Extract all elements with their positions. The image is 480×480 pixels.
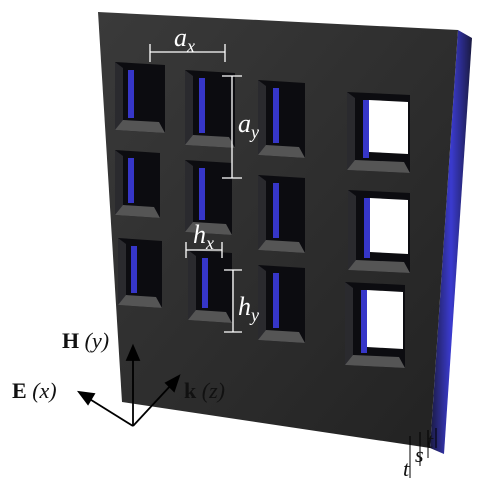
hole-wall xyxy=(185,160,193,232)
k-axis-label: k (z) xyxy=(184,378,225,403)
hole-wall xyxy=(345,282,353,365)
hole-wall xyxy=(348,190,356,270)
hole-wall xyxy=(188,250,196,320)
vector: H xyxy=(62,328,79,353)
blue-layer xyxy=(128,158,134,203)
blue-layer xyxy=(273,88,279,143)
blue-layer xyxy=(364,198,370,258)
blue-layer xyxy=(199,78,205,133)
blue-layer xyxy=(131,246,137,293)
hole-opening xyxy=(370,198,408,254)
hole-opening xyxy=(367,290,403,349)
vector: E xyxy=(12,378,27,403)
hole-wall xyxy=(258,80,266,155)
blue-layer xyxy=(273,183,279,238)
subscript: x xyxy=(186,36,195,56)
component: (x) xyxy=(32,378,56,403)
component: (y) xyxy=(85,328,109,353)
blue-layer xyxy=(202,258,208,308)
hole-wall xyxy=(115,150,123,215)
h-axis-label: H (y) xyxy=(62,328,109,353)
blue-layer xyxy=(199,168,205,220)
subscript: x xyxy=(205,233,214,253)
blue-layer xyxy=(363,100,369,158)
layer-label: t xyxy=(403,456,410,480)
arrow-head xyxy=(79,392,94,404)
blue-layer xyxy=(128,70,134,118)
blue-layer xyxy=(273,273,279,328)
vector: k xyxy=(184,378,197,403)
symbol: a xyxy=(238,109,251,138)
hole-wall xyxy=(185,70,193,145)
symbol: h xyxy=(238,292,251,321)
hole-wall xyxy=(258,265,266,340)
subscript: y xyxy=(249,122,259,142)
hole-opening xyxy=(369,100,408,154)
hole-wall xyxy=(118,238,126,305)
symbol: h xyxy=(193,220,206,249)
hole-wall xyxy=(115,62,123,130)
layer-label: t xyxy=(427,428,434,453)
diagram: ax ay hx hy H (y) E (x) k (z) t s t xyxy=(0,0,480,480)
blue-layer xyxy=(361,290,367,353)
subscript: y xyxy=(249,305,259,325)
layer-label: s xyxy=(415,442,424,467)
component: (z) xyxy=(202,378,225,403)
e-axis-label: E (x) xyxy=(12,378,57,403)
hole-wall xyxy=(347,92,355,170)
hole-wall xyxy=(258,175,266,250)
symbol: a xyxy=(174,23,187,52)
